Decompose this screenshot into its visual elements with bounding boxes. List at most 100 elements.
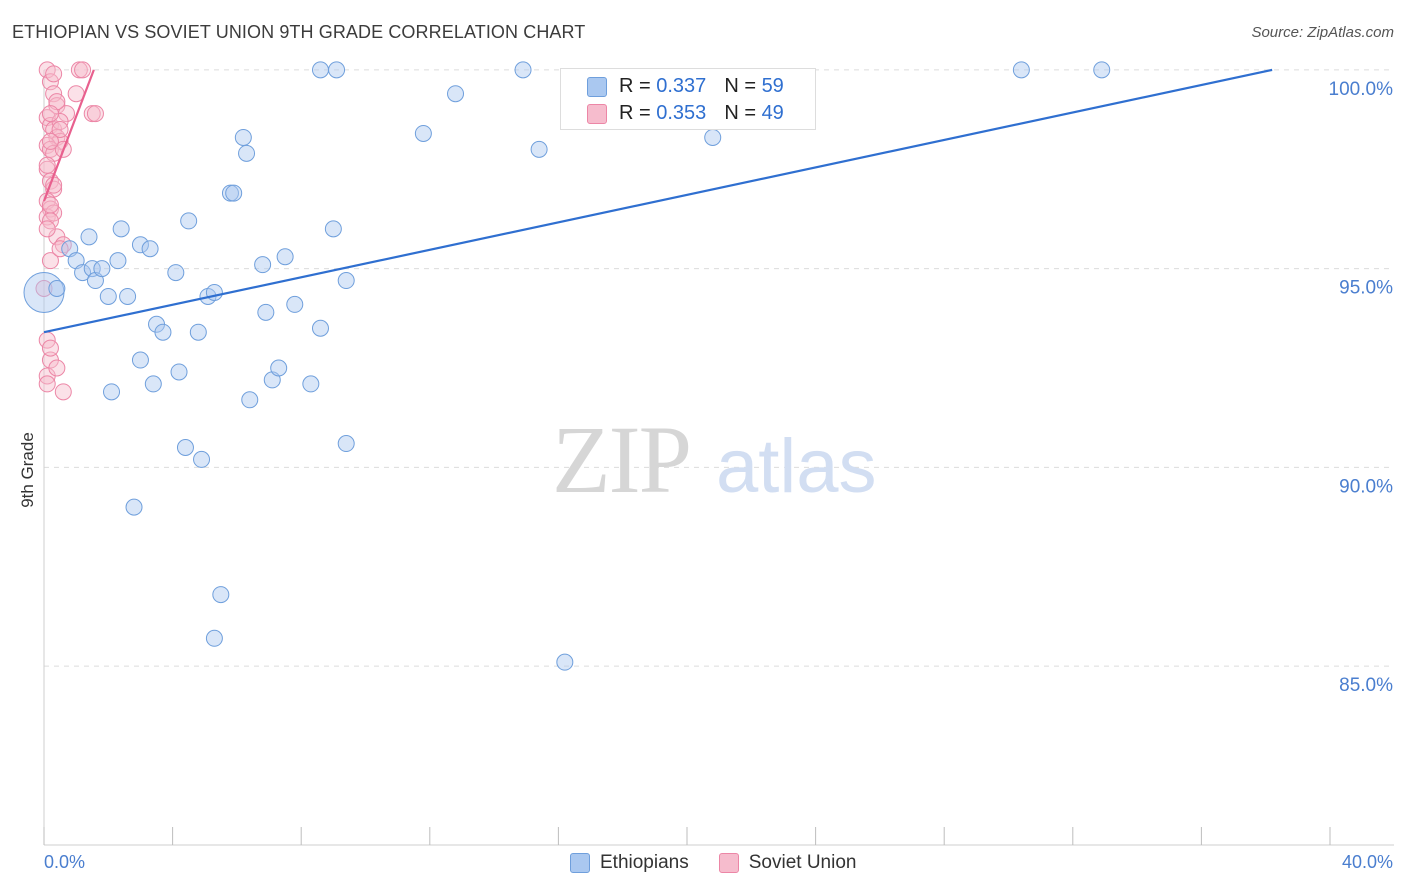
soviet-union-point [48, 359, 66, 377]
ethiopians-point [225, 184, 243, 202]
ethiopians-point [337, 272, 355, 290]
soviet-union-point [41, 339, 59, 357]
stats-legend: R = 0.337 N = 59 R = 0.353 N = 49 [560, 68, 816, 130]
ethiopians-point [131, 351, 149, 369]
ethiopians-point [176, 439, 194, 456]
ethiopians-point [167, 264, 185, 282]
legend-label-ethiopians: Ethiopians [600, 852, 689, 873]
soviet-union-point [51, 240, 69, 258]
soviet-union-point [41, 252, 59, 270]
stats-row-soviet-union: R = 0.353 N = 49 [587, 100, 815, 127]
soviet-union-point [35, 280, 53, 297]
r-value: 0.353 [656, 102, 707, 124]
soviet-union-points [35, 61, 104, 401]
ethiopians-point [447, 85, 465, 103]
y-tick-labels: 85.0% 90.0% 95.0% 100.0% [1329, 79, 1394, 696]
n-value: 49 [761, 102, 784, 124]
n-label: N = [724, 102, 756, 124]
ethiopians-point [234, 128, 252, 146]
soviet-union-point [41, 105, 59, 123]
stats-row-ethiopians: R = 0.337 N = 59 [587, 73, 815, 100]
n-value: 59 [761, 75, 784, 97]
watermark-zip: ZIP [552, 406, 690, 513]
ethiopians-point [254, 256, 272, 274]
ethiopians-point [302, 375, 320, 393]
ethiopians-point [205, 629, 223, 647]
ethiopians-point [112, 220, 130, 238]
soviet-union-trend-line [42, 69, 95, 202]
ethiopians-point [212, 586, 230, 604]
n-label: N = [724, 75, 756, 97]
ethiopians-point [556, 653, 574, 671]
soviet-union-point [41, 196, 59, 214]
soviet-union-point [51, 121, 69, 138]
y-tick-label: 95.0% [1339, 278, 1393, 299]
axes [43, 70, 1394, 846]
source-credit: Source: ZipAtlas.com [1251, 24, 1394, 41]
ethiopians-point [337, 435, 355, 453]
soviet-union-point [45, 65, 63, 83]
soviet-union-point [38, 156, 56, 174]
ethiopians-point [241, 391, 259, 409]
soviet-union-point [38, 375, 56, 393]
legend-item-soviet-union[interactable]: Soviet Union [718, 852, 857, 874]
r-value: 0.337 [656, 75, 707, 97]
watermark: ZIP atlas [552, 406, 877, 513]
ethiopians-point [125, 498, 143, 516]
ethiopians-trend-line [43, 68, 1273, 334]
ethiopians-point [154, 323, 172, 341]
soviet-union-point [38, 220, 56, 238]
soviet-union-legend-swatch [718, 853, 739, 873]
ethiopians-point [80, 228, 98, 246]
ethiopians-point [414, 124, 432, 142]
ethiopians-point [99, 287, 117, 305]
ethiopians-point [311, 61, 329, 79]
bottom-legend: Ethiopians Soviet Union [570, 852, 886, 874]
ethiopians-point [109, 252, 127, 270]
ethiopians-point [93, 260, 111, 278]
soviet-union-point [41, 132, 59, 150]
watermark-atlas: atlas [716, 424, 877, 509]
ethiopians-point [189, 323, 207, 341]
ethiopians-point [131, 236, 149, 254]
y-tick-label: 90.0% [1339, 476, 1393, 497]
y-tick-label: 85.0% [1339, 675, 1393, 696]
r-label: R = [619, 102, 651, 124]
x-tick-label-min: 0.0% [44, 852, 86, 872]
ethiopians-point [286, 295, 304, 313]
chart-title: ETHIOPIAN VS SOVIET UNION 9TH GRADE CORR… [12, 22, 586, 42]
r-label: R = [619, 75, 651, 97]
ethiopians-point [74, 264, 92, 282]
x-tick-label-max: 40.0% [1341, 852, 1393, 872]
soviet-union-point [86, 105, 104, 123]
ethiopians-point [257, 303, 275, 321]
ethiopians-point [328, 61, 346, 79]
ethiopians-point [141, 240, 159, 258]
ethiopians-point [276, 248, 294, 266]
ethiopians-point [238, 144, 256, 162]
ethiopians-point [704, 128, 722, 146]
ethiopians-swatch [587, 76, 607, 97]
ethiopians-point [119, 287, 137, 305]
ethiopians-point [48, 280, 66, 297]
ethiopians-legend-swatch [570, 853, 590, 873]
ethiopians-point [514, 61, 532, 79]
ethiopians-points [23, 61, 1111, 671]
soviet-union-point [74, 61, 92, 79]
ethiopians-point [324, 220, 342, 238]
ethiopians-point [1012, 61, 1030, 79]
legend-item-ethiopians[interactable]: Ethiopians [570, 852, 689, 874]
ethiopians-point [311, 319, 329, 337]
ethiopians-point [170, 363, 188, 381]
ethiopians-point [103, 383, 121, 401]
ethiopians-point [180, 212, 198, 230]
soviet-union-swatch [587, 103, 607, 124]
ethiopians-point [530, 140, 548, 158]
y-tick-label: 100.0% [1329, 79, 1394, 100]
ethiopians-point [193, 450, 211, 468]
legend-label-soviet-union: Soviet Union [748, 852, 857, 873]
soviet-union-point [54, 383, 72, 401]
ethiopians-point [270, 359, 288, 377]
ethiopians-point [144, 375, 162, 393]
